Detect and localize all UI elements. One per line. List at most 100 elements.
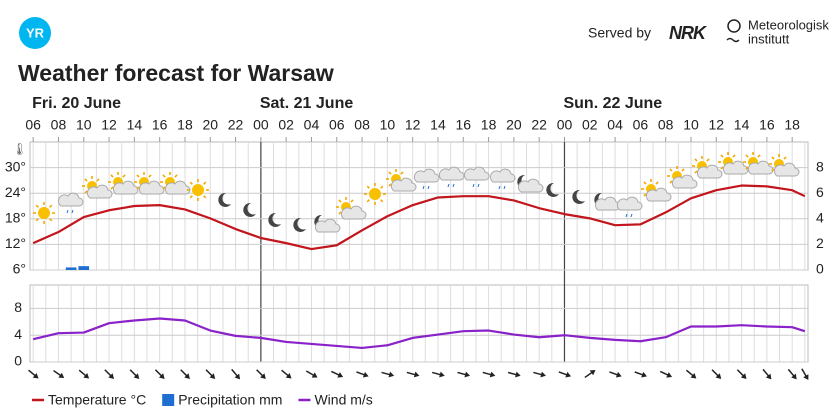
moon	[293, 217, 306, 232]
sun-ray	[366, 185, 370, 189]
wind-arrow	[801, 368, 809, 381]
sun-ray	[110, 174, 114, 178]
sun-ray	[643, 193, 647, 197]
y-tick-label: 24°	[5, 184, 26, 200]
sun-ray	[706, 158, 710, 162]
wind-arrow-head	[615, 371, 622, 378]
rain	[422, 185, 430, 190]
sun-ray	[122, 174, 126, 178]
cloud	[616, 196, 643, 211]
x-tick-label: 22	[228, 117, 244, 133]
met-logo-wave	[726, 37, 740, 43]
nrk-logo: NRK	[669, 23, 708, 43]
wind-arrow-head	[58, 372, 65, 379]
wind-arrow	[609, 371, 622, 378]
cloud	[390, 177, 417, 192]
yr-logo	[19, 17, 51, 49]
cloud	[138, 180, 165, 195]
x-tick-label: 12	[101, 117, 117, 133]
wind-arrow	[736, 369, 747, 379]
sun-ray	[771, 168, 775, 172]
cloud	[112, 180, 139, 195]
wind-arrow	[406, 371, 420, 378]
wind-arrow-head	[589, 369, 596, 376]
rain	[447, 183, 455, 188]
wind-arrow-head	[362, 371, 369, 378]
wind-arrow-head	[388, 371, 395, 378]
cloud	[671, 174, 698, 189]
series-line	[32, 184, 806, 251]
met-name: institutt	[748, 31, 790, 46]
sun-ray	[35, 204, 39, 208]
met-logo	[727, 19, 741, 33]
wind-arrow-head	[337, 372, 344, 378]
x-tick-label: 16	[759, 117, 775, 133]
x-tick-label: 18	[177, 117, 193, 133]
wind-arrow	[431, 371, 445, 378]
x-tick-label: 16	[152, 117, 168, 133]
wind-arrow	[256, 369, 266, 379]
x-tick-label: 10	[380, 117, 396, 133]
sun-ray	[49, 204, 53, 208]
cloud	[517, 178, 544, 193]
wind-arrow-head	[184, 373, 190, 379]
sun-ray	[203, 181, 207, 185]
met-name: Meteorologisk	[748, 17, 829, 32]
wind-arrow-head	[209, 373, 216, 379]
wind-arrow	[685, 369, 697, 379]
sun-ray	[162, 174, 166, 178]
wind-arrow-head	[83, 372, 90, 379]
sun-ray	[745, 166, 749, 170]
wind-arrow	[659, 370, 673, 378]
wind-arrow-head	[234, 373, 241, 380]
sun-ray	[189, 181, 193, 185]
x-tick-label: 10	[76, 117, 92, 133]
x-tick-label: 06	[633, 117, 649, 133]
y-tick-label: 30°	[5, 158, 26, 174]
y2-tick-label: 6	[816, 184, 824, 200]
wind-arrow	[381, 371, 395, 378]
wind-arrow	[558, 371, 572, 378]
sun-ray	[771, 156, 775, 160]
y-tick-label: 12°	[5, 235, 26, 251]
cloud	[773, 162, 800, 177]
wind-arrow-head	[260, 373, 266, 379]
sun-ray	[745, 154, 749, 158]
wind-arrow-head	[311, 372, 318, 378]
cloud	[463, 166, 490, 181]
wind-arrow	[711, 369, 722, 379]
wind-arrow-head	[285, 372, 292, 379]
wind-tick-label: 4	[14, 326, 22, 342]
rain	[625, 213, 633, 218]
wind-arrow	[205, 369, 216, 379]
sun-ray	[110, 186, 114, 190]
y2-tick-label: 2	[816, 235, 824, 251]
sun-ray	[162, 186, 166, 190]
cloud	[340, 205, 367, 220]
sun-ray	[400, 171, 404, 175]
y2-tick-label: 8	[816, 158, 824, 174]
wind-arrow	[482, 371, 496, 378]
sun-ray	[380, 185, 384, 189]
cloud	[489, 168, 516, 183]
moon	[546, 182, 559, 197]
wind-arrow	[584, 369, 596, 379]
sun-ray	[84, 190, 88, 194]
sun-ray	[720, 154, 724, 158]
cloud	[413, 168, 440, 183]
legend-label: Precipitation mm	[178, 392, 282, 408]
sun-ray	[96, 178, 100, 182]
y-tick-label: 18°	[5, 210, 26, 226]
wind-arrow	[507, 371, 521, 378]
x-tick-label: 18	[784, 117, 800, 133]
moon	[243, 202, 256, 217]
moon	[268, 212, 281, 227]
sun-ray	[189, 195, 193, 199]
x-tick-label: 10	[683, 117, 699, 133]
served-by: Served by	[588, 25, 651, 41]
sun-ray	[350, 199, 354, 203]
sun	[38, 207, 50, 219]
wind-arrow-head	[515, 371, 521, 378]
wind-arrow	[104, 369, 115, 379]
